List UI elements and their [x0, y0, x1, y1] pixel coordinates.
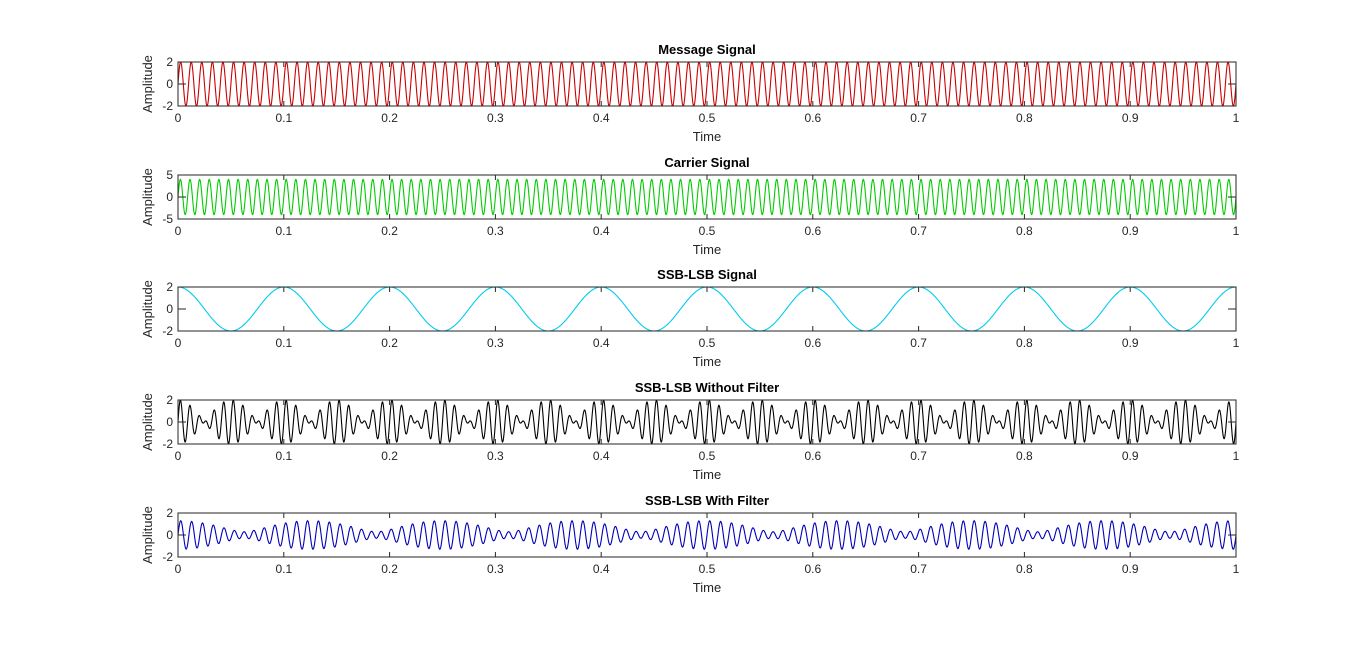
x-axis-label: Time — [693, 580, 721, 595]
subplot-title: SSB-LSB With Filter — [645, 493, 769, 508]
x-tick-label: 0.8 — [1016, 562, 1033, 576]
series-line — [178, 400, 1236, 444]
x-tick-label: 1 — [1233, 336, 1240, 350]
x-tick-label: 0.9 — [1122, 224, 1139, 238]
y-tick-label: -5 — [162, 212, 173, 226]
x-tick-label: 0.4 — [593, 224, 610, 238]
x-tick-label: 0.1 — [275, 111, 292, 125]
x-tick-label: 0.8 — [1016, 224, 1033, 238]
x-tick-label: 0.9 — [1122, 336, 1139, 350]
subplot-title: SSB-LSB Signal — [657, 267, 757, 282]
x-tick-label: 0.2 — [381, 111, 398, 125]
x-tick-label: 0.2 — [381, 562, 398, 576]
series-line — [178, 178, 1236, 216]
y-axis-label: Amplitude — [140, 55, 155, 113]
subplot-ssb-lsb-with-filter: 0 0.1 0.2 0.3 0.4 0.5 0.6 0.7 0.8 0.9 1-202SSB-LSB… — [140, 493, 1240, 595]
y-tick-label: 2 — [166, 280, 173, 294]
x-tick-label: 0.6 — [804, 111, 821, 125]
x-tick-label: 0.7 — [910, 111, 927, 125]
y-tick-label: 2 — [166, 393, 173, 407]
subplot-ssb-lsb-without-filter: 0 0.1 0.2 0.3 0.4 0.5 0.6 0.7 0.8 0.9 1-202SSB-LSB… — [140, 380, 1240, 482]
x-tick-label: 0.7 — [910, 336, 927, 350]
x-axis-label: Time — [693, 354, 721, 369]
x-tick-label: 0.6 — [804, 449, 821, 463]
x-tick-label: 0.4 — [593, 111, 610, 125]
subplot-ssb-lsb-signal: 0 0.1 0.2 0.3 0.4 0.5 0.6 0.7 0.8 0.9 1-202SSB-LSB… — [140, 267, 1240, 369]
y-tick-label: 0 — [166, 528, 173, 542]
y-tick-label: 0 — [166, 77, 173, 91]
x-tick-label: 0 — [175, 449, 182, 463]
y-axis-label: Amplitude — [140, 168, 155, 226]
x-tick-label: 0.9 — [1122, 111, 1139, 125]
x-axis-label: Time — [693, 242, 721, 257]
x-tick-label: 0.5 — [699, 111, 716, 125]
y-tick-label: 5 — [166, 168, 173, 182]
subplot-title: Carrier Signal — [664, 155, 749, 170]
y-axis-label: Amplitude — [140, 393, 155, 451]
subplot-message-signal: 0 0.1 0.2 0.3 0.4 0.5 0.6 0.7 0.8 0.9 1-202Message… — [140, 42, 1240, 144]
x-tick-label: 0.2 — [381, 449, 398, 463]
plot-area — [178, 287, 1236, 331]
x-tick-label: 0.1 — [275, 336, 292, 350]
x-tick-label: 0.2 — [381, 336, 398, 350]
x-tick-label: 0.7 — [910, 224, 927, 238]
x-tick-label: 0.1 — [275, 449, 292, 463]
x-tick-label: 0.3 — [487, 562, 504, 576]
x-tick-label: 0 — [175, 111, 182, 125]
x-tick-label: 0.4 — [593, 449, 610, 463]
series-line — [178, 520, 1236, 550]
y-tick-label: 2 — [166, 55, 173, 69]
x-tick-label: 0 — [175, 336, 182, 350]
y-tick-label: -2 — [162, 550, 173, 564]
x-tick-label: 0.5 — [699, 562, 716, 576]
x-tick-label: 0.2 — [381, 224, 398, 238]
y-tick-label: -2 — [162, 437, 173, 451]
y-tick-label: -2 — [162, 324, 173, 338]
x-axis-label: Time — [693, 129, 721, 144]
x-tick-label: 0 — [175, 562, 182, 576]
x-axis-label: Time — [693, 467, 721, 482]
x-tick-label: 0.4 — [593, 336, 610, 350]
x-tick-label: 0.5 — [699, 224, 716, 238]
x-tick-label: 0.7 — [910, 562, 927, 576]
x-tick-label: 1 — [1233, 449, 1240, 463]
x-tick-label: 1 — [1233, 562, 1240, 576]
x-tick-label: 0.6 — [804, 224, 821, 238]
subplot-title: SSB-LSB Without Filter — [635, 380, 779, 395]
y-tick-label: -2 — [162, 99, 173, 113]
x-tick-label: 0 — [175, 224, 182, 238]
x-tick-label: 0.6 — [804, 336, 821, 350]
x-tick-label: 0.1 — [275, 562, 292, 576]
subplot-carrier-signal: 0 0.1 0.2 0.3 0.4 0.5 0.6 0.7 0.8 0.9 1-505Carrier… — [140, 155, 1240, 257]
y-tick-label: 0 — [166, 190, 173, 204]
x-tick-label: 0.5 — [699, 449, 716, 463]
y-axis-label: Amplitude — [140, 506, 155, 564]
x-tick-label: 0.3 — [487, 336, 504, 350]
x-tick-label: 0.6 — [804, 562, 821, 576]
y-tick-label: 0 — [166, 415, 173, 429]
y-tick-label: 2 — [166, 506, 173, 520]
x-tick-label: 0.1 — [275, 224, 292, 238]
x-tick-label: 1 — [1233, 224, 1240, 238]
x-tick-label: 0.3 — [487, 449, 504, 463]
x-tick-label: 0.4 — [593, 562, 610, 576]
x-tick-label: 0.8 — [1016, 336, 1033, 350]
subplot-title: Message Signal — [658, 42, 756, 57]
x-tick-label: 0.3 — [487, 224, 504, 238]
x-tick-label: 0.8 — [1016, 111, 1033, 125]
x-tick-label: 0.5 — [699, 336, 716, 350]
series-line — [178, 287, 1236, 331]
x-tick-label: 0.7 — [910, 449, 927, 463]
y-axis-label: Amplitude — [140, 280, 155, 338]
x-tick-label: 1 — [1233, 111, 1240, 125]
x-tick-label: 0.9 — [1122, 449, 1139, 463]
x-tick-label: 0.3 — [487, 111, 504, 125]
x-tick-label: 0.8 — [1016, 449, 1033, 463]
series-line — [178, 62, 1236, 106]
x-tick-label: 0.9 — [1122, 562, 1139, 576]
y-tick-label: 0 — [166, 302, 173, 316]
